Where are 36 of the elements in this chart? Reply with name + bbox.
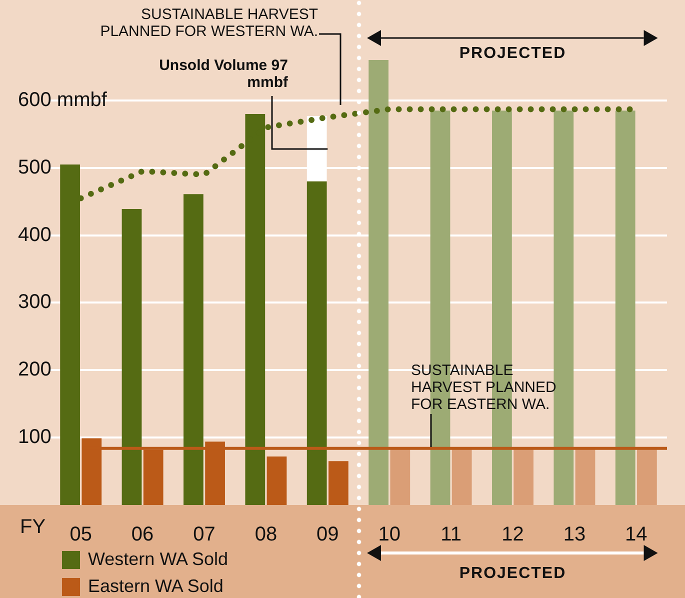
- legend-label: Eastern WA Sold: [88, 576, 224, 597]
- x-tick-label: 06: [131, 524, 154, 546]
- y-tick-label: 100: [18, 426, 52, 448]
- bar: [184, 194, 204, 505]
- bar: [575, 449, 596, 505]
- x-tick-label: 14: [625, 524, 648, 546]
- x-tick-label: 08: [254, 524, 278, 546]
- bar: [452, 449, 472, 505]
- bar: [637, 449, 657, 505]
- x-tick-label: 09: [316, 524, 339, 546]
- x-tick-label: 12: [502, 524, 524, 546]
- x-tick-label: 07: [193, 524, 216, 546]
- x-tick-label: 13: [563, 524, 586, 546]
- y-tick-label: 300: [18, 291, 52, 314]
- annotation: PROJECTED: [458, 45, 568, 63]
- text: SUSTAINABLE HARVEST PLANNED FOR WESTERN WA.: [99, 6, 318, 40]
- annotation: Unsold Volume 97 mmbf: [158, 57, 288, 91]
- bar: [615, 110, 636, 505]
- y-tick-label: 200: [18, 358, 52, 381]
- bar: [514, 449, 534, 505]
- bar: [390, 449, 410, 505]
- bar: [306, 181, 327, 505]
- legend-label: Western WA Sold: [88, 549, 228, 570]
- bar: [122, 209, 142, 505]
- x-tick-label: 10: [378, 524, 400, 546]
- x-axis-title: FY: [20, 516, 46, 539]
- x-tick-label: 05: [70, 524, 92, 546]
- y-tick-label: 400: [18, 224, 52, 246]
- bar: [328, 461, 348, 505]
- ref-line-label: SUSTAINABLE HARVEST PLANNED FOR EASTERN WA.: [411, 362, 558, 414]
- bar: [266, 456, 287, 505]
- y-tick-label: 500: [18, 156, 52, 178]
- x-tick-label: 11: [440, 524, 462, 546]
- y-tick-label: 600 mmbf: [18, 88, 108, 111]
- text: PROJECTED: [458, 565, 568, 583]
- bar: [368, 60, 388, 505]
